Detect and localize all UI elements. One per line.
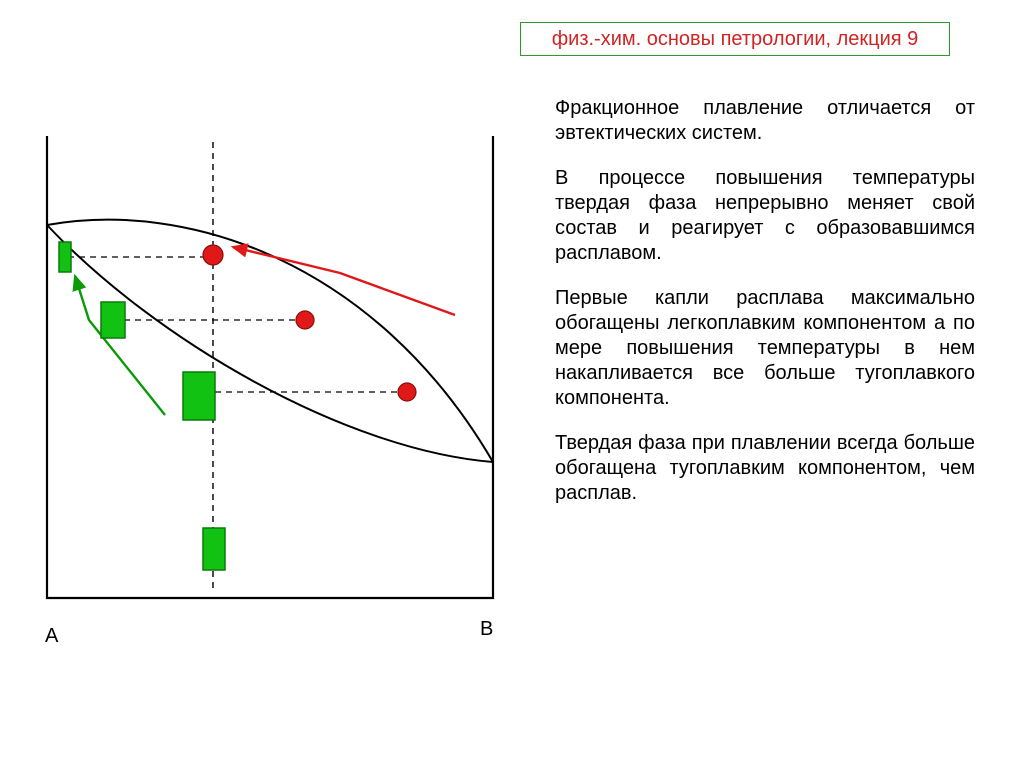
body-text: Фракционное плавление отличается от эвте… [555,96,975,506]
melt-point-3 [398,383,416,401]
diagram-frame [47,136,493,598]
header-title: физ.-хим. основы петрологии, лекция 9 [552,28,919,50]
phase-diagram [35,130,505,630]
header-box: физ.-хим. основы петрологии, лекция 9 [520,22,950,56]
melt-point-2 [296,311,314,329]
solid-phase-4 [203,528,225,570]
paragraph-1: Фракционное плавление отличается от эвте… [555,96,975,146]
solid-phase-3 [183,372,215,420]
paragraph-2: В процессе повышения температуры твердая… [555,166,975,266]
solid-phase-1 [59,242,71,272]
paragraph-3: Первые капли расплава максимально обогащ… [555,286,975,411]
solid-path-arrow [75,276,165,415]
melt-point-1 [203,245,223,265]
paragraph-4: Твердая фаза при плавлении всегда больше… [555,431,975,506]
solidus-curve [47,225,493,462]
solid-phase-2 [101,302,125,338]
melt-path-arrow [233,247,455,315]
